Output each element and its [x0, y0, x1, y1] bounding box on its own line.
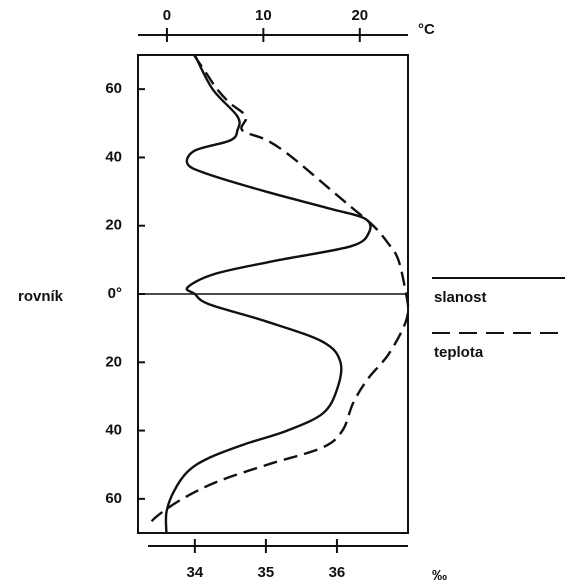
y-tick-label: 40	[105, 422, 122, 439]
y-tick-label: 0°	[108, 285, 122, 302]
equator-label: rovník	[18, 288, 64, 305]
series-line	[146, 54, 410, 527]
x-tick-label: 35	[258, 564, 275, 581]
y-tick-label: 40	[105, 148, 122, 165]
x2-axis-label: °C	[418, 21, 435, 38]
y-tick-label: 20	[105, 353, 122, 370]
x2-tick-label: 10	[255, 7, 272, 24]
x2-tick-label: 0	[163, 7, 171, 24]
x-axis-label: ‰	[432, 567, 447, 584]
series-line	[164, 54, 372, 534]
y-tick-label: 60	[105, 490, 122, 507]
legend-label: slanost	[434, 289, 487, 306]
legend-label: teplota	[434, 344, 484, 361]
x2-tick-label: 20	[351, 7, 368, 24]
x-tick-label: 34	[186, 564, 203, 581]
x-tick-label: 36	[329, 564, 346, 581]
y-tick-label: 60	[105, 80, 122, 97]
y-tick-label: 20	[105, 217, 122, 234]
